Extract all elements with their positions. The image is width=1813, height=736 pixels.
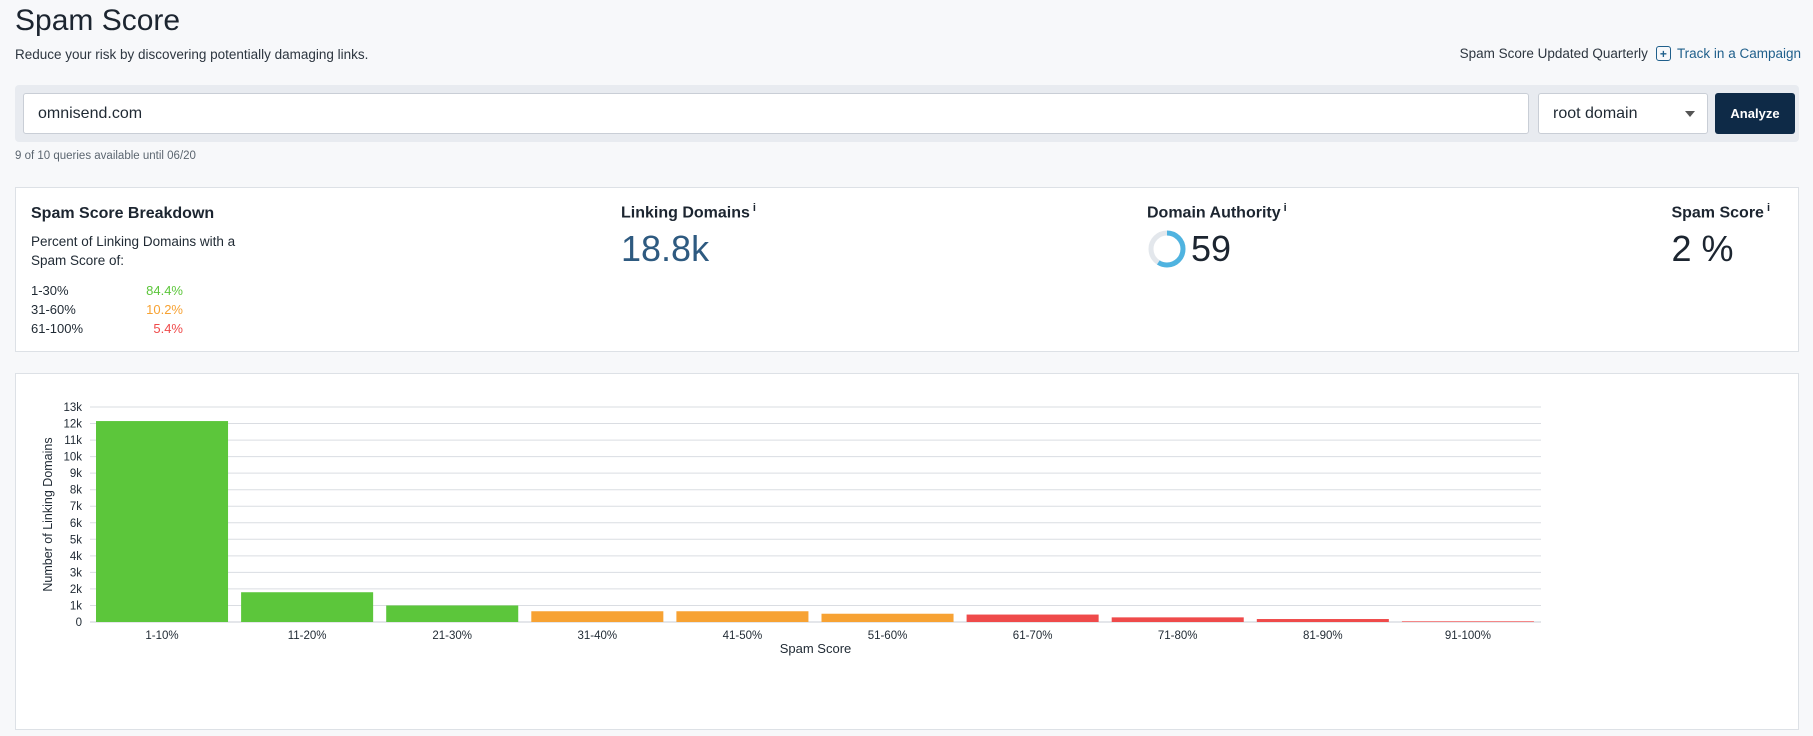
queries-remaining-note: 9 of 10 queries available until 06/20: [15, 150, 196, 162]
x-tick-label: 41-50%: [723, 630, 763, 642]
y-tick-label: 6k: [70, 518, 82, 530]
linking-domains-value: 18.8k: [621, 228, 710, 270]
y-tick-label: 10k: [63, 452, 82, 464]
info-icon[interactable]: i: [1766, 202, 1770, 214]
linking-domains-label-text: Linking Domains: [621, 204, 750, 222]
x-tick-label: 1-10%: [145, 630, 178, 642]
analyze-button[interactable]: Analyze: [1715, 93, 1795, 134]
breakdown-percent: 10.2%: [146, 302, 183, 317]
breakdown-row-low: 1-30% 84.4%: [31, 281, 183, 300]
spam-score-label: Spam Score i: [1671, 202, 1770, 222]
spam-score-stat: Spam Score i 2 %: [1671, 202, 1770, 270]
breakdown-range: 31-60%: [31, 302, 76, 317]
plus-icon: +: [1655, 46, 1671, 61]
stats-card: Spam Score Breakdown Percent of Linking …: [15, 187, 1799, 352]
domain-authority-label-text: Domain Authority: [1147, 204, 1281, 222]
y-tick-label: 8k: [70, 485, 82, 497]
bar: [1111, 617, 1244, 622]
breakdown-percent: 5.4%: [153, 321, 183, 336]
header-actions: Spam Score Updated Quarterly + Track in …: [1460, 46, 1801, 61]
x-tick-label: 81-90%: [1303, 630, 1343, 642]
breakdown-range: 61-100%: [31, 321, 84, 336]
y-tick-label: 0: [76, 617, 82, 629]
bar: [676, 611, 809, 622]
bar: [531, 611, 664, 622]
y-tick-label: 2k: [70, 584, 82, 596]
domain-authority-value: 59: [1191, 228, 1232, 270]
spam-score-label-text: Spam Score: [1671, 204, 1764, 222]
page-subtitle: Reduce your risk by discovering potentia…: [15, 47, 369, 62]
caret-down-icon: [1685, 111, 1695, 117]
spam-score-value: 2 %: [1671, 228, 1734, 270]
y-tick-label: 7k: [70, 501, 82, 513]
page-title: Spam Score: [15, 4, 181, 37]
y-tick-label: 5k: [70, 534, 82, 546]
x-tick-label: 11-20%: [288, 630, 327, 642]
track-link-label: Track in a Campaign: [1676, 46, 1801, 61]
breakdown-row-high: 61-100% 5.4%: [31, 319, 183, 338]
domain-authority-stat: Domain Authority i 59: [1147, 202, 1287, 270]
y-axis-label: Number of Linking Domains: [41, 437, 55, 591]
scope-select-value: root domain: [1553, 104, 1638, 122]
y-tick-label: 12k: [63, 419, 82, 431]
bar: [241, 592, 374, 622]
breakdown-range: 1-30%: [31, 283, 69, 298]
y-tick-label: 4k: [70, 551, 82, 563]
bar: [386, 605, 519, 622]
domain-input[interactable]: [23, 93, 1529, 134]
bar: [1256, 619, 1389, 622]
scope-select[interactable]: root domain: [1538, 93, 1708, 134]
domain-authority-ring-icon: [1148, 230, 1186, 268]
spam-score-bar-chart: 0 1k 2k 3k 4k 5k 6k 7k 8k 9k 10k 11k 12k 13k 1-10% 11-2…: [41, 402, 1541, 656]
x-axis-label: Spam Score: [780, 641, 852, 656]
y-tick-label: 13k: [63, 402, 82, 414]
search-bar: root domain Analyze: [15, 85, 1799, 142]
linking-domains-label: Linking Domains i: [621, 202, 756, 222]
bar: [96, 421, 229, 622]
track-in-campaign-link[interactable]: + Track in a Campaign: [1655, 46, 1801, 61]
x-tick-label: 51-60%: [868, 630, 908, 642]
x-tick-label: 21-30%: [432, 630, 472, 642]
breakdown-title: Spam Score Breakdown: [31, 205, 215, 222]
info-icon[interactable]: i: [752, 202, 756, 214]
y-tick-label: 1k: [70, 600, 82, 612]
x-tick-label: 91-100%: [1445, 630, 1491, 642]
x-tick-label: 71-80%: [1158, 630, 1198, 642]
breakdown-rows: 1-30% 84.4% 31-60% 10.2% 61-100% 5.4%: [31, 281, 241, 338]
bar: [1401, 621, 1534, 622]
breakdown-percent: 84.4%: [146, 283, 183, 298]
y-tick-label: 9k: [70, 468, 82, 480]
domain-authority-row: 59: [1147, 228, 1287, 270]
x-tick-label: 61-70%: [1013, 630, 1053, 642]
y-tick-label: 3k: [70, 567, 82, 579]
x-tick-label: 31-40%: [578, 630, 618, 642]
domain-authority-label: Domain Authority i: [1147, 202, 1287, 222]
breakdown-description: Percent of Linking Domains with a Spam S…: [31, 234, 236, 268]
y-tick-label: 11k: [64, 435, 82, 447]
bar: [821, 613, 954, 622]
spam-score-chart-card: 0 1k 2k 3k 4k 5k 6k 7k 8k 9k 10k 11k 12k 13k 1-10% 11-2…: [15, 373, 1799, 730]
breakdown-row-medium: 31-60% 10.2%: [31, 300, 183, 319]
info-icon[interactable]: i: [1283, 202, 1287, 214]
bar: [966, 614, 1099, 622]
updated-quarterly-text: Spam Score Updated Quarterly: [1459, 46, 1648, 61]
spam-score-breakdown: Spam Score Breakdown Percent of Linking …: [31, 205, 241, 338]
linking-domains-stat: Linking Domains i 18.8k: [621, 202, 756, 270]
